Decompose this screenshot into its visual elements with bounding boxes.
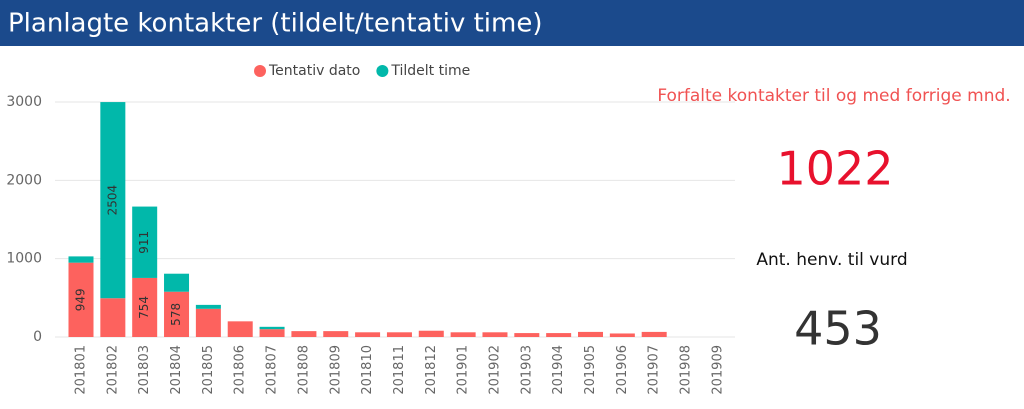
card-label: Forfalte kontakter til og med forrige mn… [657, 86, 1010, 106]
data-label: 578 [169, 303, 183, 326]
legend-marker [254, 65, 266, 77]
x-tick-label: 201811 [392, 345, 407, 395]
bar-segment [100, 298, 126, 337]
bar-segment [195, 308, 221, 337]
bar-segment [546, 333, 572, 337]
bar-segment [68, 256, 94, 263]
bar-segment [132, 206, 158, 278]
legend-label: Tildelt time [390, 63, 470, 79]
bar-segment [68, 262, 94, 337]
x-tick-label: 201802 [105, 345, 120, 395]
y-tick-label: 1000 [6, 251, 42, 267]
bar-segment [164, 291, 190, 337]
x-tick-label: 201903 [519, 345, 534, 395]
bar-segment [195, 304, 221, 309]
y-tick-label: 0 [33, 329, 42, 345]
x-tick-label: 201902 [487, 345, 502, 395]
x-tick-label: 201801 [74, 345, 89, 395]
x-tick-label: 201806 [233, 345, 248, 395]
x-tick-label: 201803 [137, 345, 152, 395]
header-title: Planlagte kontakter (tildelt/tentativ ti… [8, 9, 543, 39]
bar-segment [164, 273, 190, 292]
legend-marker [376, 65, 389, 77]
bar-segment [132, 277, 158, 337]
x-tick-label: 201809 [328, 345, 343, 395]
card-value: 1022 [776, 142, 893, 196]
x-tick-label: 201805 [201, 345, 216, 395]
y-tick-label: 3000 [6, 94, 42, 110]
x-tick-label: 201804 [169, 345, 184, 395]
x-tick-label: 201904 [551, 345, 566, 395]
x-tick-label: 201810 [360, 345, 375, 395]
bar-segment [482, 332, 508, 337]
x-tick-label: 201909 [710, 345, 725, 395]
bar-segment [100, 102, 126, 299]
bar-segment [227, 321, 253, 337]
bar-segment [355, 332, 381, 337]
data-label: 754 [137, 296, 151, 319]
y-tick-label: 2000 [6, 172, 42, 188]
legend-label: Tentativ dato [268, 63, 360, 79]
x-tick-label: 201906 [615, 345, 630, 395]
x-tick-label: 201807 [265, 345, 280, 395]
x-tick-label: 201907 [647, 345, 662, 395]
bar-segment [578, 331, 604, 337]
card-label: Ant. henv. til vurd [756, 250, 907, 270]
bar-segment [291, 331, 317, 337]
bar-segment [514, 333, 540, 337]
bar-segment [641, 331, 667, 337]
x-tick-label: 201905 [583, 345, 598, 395]
bar-segment [386, 332, 412, 337]
x-tick-label: 201901 [456, 345, 471, 395]
bar-segment [323, 331, 349, 337]
data-label: 2504 [105, 185, 119, 216]
bar-segment [609, 333, 635, 337]
data-label: 911 [137, 231, 151, 254]
x-tick-label: 201808 [296, 345, 311, 395]
bar-segment [259, 326, 285, 330]
x-tick-label: 201908 [679, 345, 694, 395]
x-tick-label: 201812 [424, 345, 439, 395]
bar-segment [418, 330, 444, 337]
data-label: 949 [74, 288, 88, 311]
bar-segment [259, 329, 285, 337]
bar-segment [450, 332, 476, 337]
card-value: 453 [794, 302, 882, 356]
header-bar [0, 0, 1024, 46]
